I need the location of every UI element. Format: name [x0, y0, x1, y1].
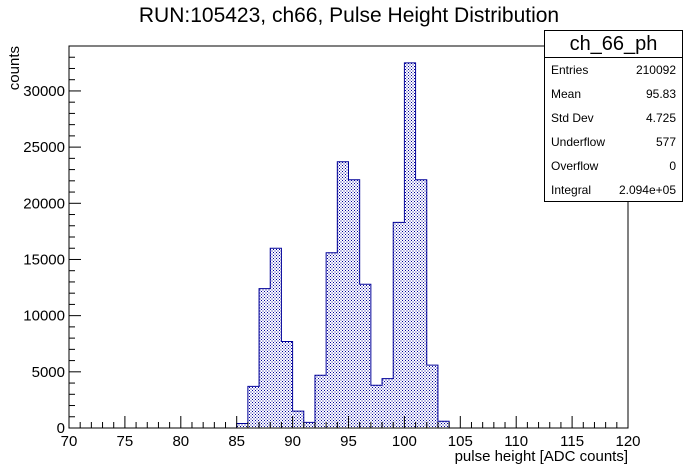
histogram-bar [303, 422, 315, 428]
y-tick-label: 0 [57, 420, 65, 437]
stats-row-label: Entries [551, 63, 589, 77]
stats-row-label: Mean [551, 87, 582, 101]
stats-row: Integral 2.094e+05 [545, 178, 682, 202]
histogram-bar [337, 161, 349, 429]
stats-row-value: 210092 [635, 63, 676, 77]
stats-box-title: ch_66_ph [545, 31, 682, 58]
x-tick-label: 70 [61, 433, 78, 450]
x-tick-label: 115 [560, 433, 584, 450]
y-tick-label: 20000 [23, 195, 65, 212]
stats-row: Std Dev 4.725 [545, 106, 682, 130]
histogram-bar [404, 62, 416, 429]
stats-row-value: 0 [669, 159, 676, 173]
y-tick-label: 25000 [23, 139, 65, 156]
x-tick-label: 75 [117, 433, 134, 450]
stats-row-label: Integral [551, 183, 592, 197]
stats-row-value: 577 [655, 135, 676, 149]
x-tick-label: 80 [172, 433, 189, 450]
stats-row-value: 2.094e+05 [618, 183, 676, 197]
x-tick-label: 120 [615, 433, 640, 450]
stats-row-label: Underflow [551, 135, 606, 149]
y-tick-label: 5000 [32, 364, 65, 381]
histogram-outline [69, 62, 628, 429]
y-tick-label: 10000 [23, 308, 65, 325]
histogram-bar [382, 378, 394, 428]
histogram-bar [359, 284, 371, 428]
x-axis-label: pulse height [ADC counts] [455, 448, 628, 465]
stats-row-value: 95.83 [645, 87, 676, 101]
x-tick-label: 110 [504, 433, 528, 450]
stats-row: Mean 95.83 [545, 82, 682, 106]
y-tick-label: 15000 [23, 251, 65, 268]
histogram-bar [247, 386, 260, 428]
histogram-bar [348, 179, 360, 428]
y-tick-label: 30000 [23, 83, 65, 100]
stats-row-value: 4.725 [645, 111, 676, 125]
histogram-bar [259, 288, 271, 428]
x-tick-label: 100 [392, 433, 417, 450]
stats-row: Underflow 577 [545, 130, 682, 154]
stats-row: Entries 210092 [545, 58, 682, 82]
histogram-bar [415, 179, 427, 428]
histogram-bar [426, 365, 438, 428]
y-axis-label: counts [6, 46, 23, 90]
histogram-bar [292, 411, 304, 428]
histogram-bar [281, 341, 293, 428]
chart-title: RUN:105423, ch66, Pulse Height Distribut… [138, 4, 560, 27]
histogram-bar [393, 222, 405, 428]
x-tick-label: 95 [340, 433, 357, 450]
histogram-bar [326, 252, 338, 428]
histogram-bar [437, 421, 450, 428]
stats-row: Overflow 0 [545, 154, 682, 178]
x-tick-label: 105 [448, 433, 473, 450]
histogram-bar [270, 248, 282, 428]
histogram-bar [236, 423, 248, 428]
histogram-bar [370, 385, 383, 428]
stats-row-label: Overflow [551, 159, 599, 173]
histogram-bar [314, 375, 327, 428]
x-tick-label: 85 [228, 433, 245, 450]
stats-box: ch_66_ph Entries 210092 Mean 95.83 Std Dev 4.… [544, 30, 683, 202]
stats-row-label: Std Dev [551, 111, 594, 125]
x-tick-label: 90 [284, 433, 301, 450]
